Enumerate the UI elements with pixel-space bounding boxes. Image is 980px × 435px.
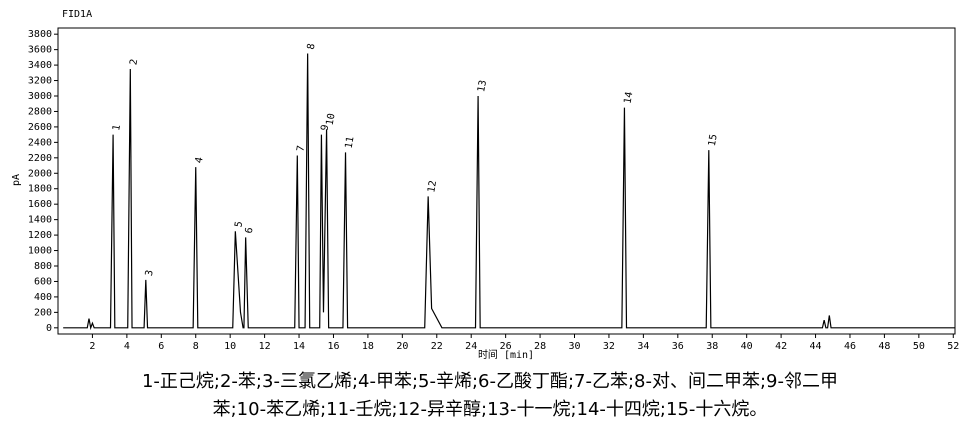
x-tick-label: 12 [259,341,271,352]
y-tick-label: 3600 [28,45,52,56]
y-tick-label: 1800 [28,184,52,195]
x-tick-label: 52 [947,341,959,352]
x-tick-label: 36 [672,341,684,352]
y-axis-label: pA [11,174,22,186]
y-tick-label: 800 [34,261,52,272]
caption-line: 1-正己烷;2-苯;3-三氯乙烯;4-甲苯;5-辛烯;6-乙酸丁酯;7-乙苯;8… [142,371,838,392]
x-tick-label: 38 [706,341,718,352]
x-tick-label: 10 [224,341,236,352]
y-tick-label: 3800 [28,29,52,40]
x-tick-label: 6 [158,341,164,352]
y-tick-label: 200 [34,307,52,318]
peak-label: 15 [707,133,720,147]
x-tick-label: 34 [637,341,649,352]
x-tick-label: 2 [89,341,95,352]
y-tick-label: 0 [46,323,52,334]
x-axis-label: 时间 [min] [478,348,534,361]
peak-label: 3 [144,269,156,277]
y-tick-label: 3200 [28,76,52,87]
y-tick-label: 1000 [28,246,52,257]
peak-label: 4 [194,156,206,164]
plot-frame [57,27,956,335]
x-tick-label: 18 [362,341,374,352]
peak-label: 9 [319,124,331,132]
y-tick-label: 1200 [28,230,52,241]
y-tick-label: 2800 [28,106,52,117]
y-tick-label: 2000 [28,168,52,179]
x-tick-label: 4 [124,341,130,352]
x-tick-label: 14 [293,341,305,352]
peak-label: 10 [325,112,338,126]
x-tick-label: 44 [810,341,822,352]
peak-label: 7 [295,145,307,153]
x-tick-label: 20 [396,341,408,352]
y-tick-label: 400 [34,292,52,303]
peak-label: 8 [306,43,318,51]
y-tick-label: 2600 [28,122,52,133]
chromatogram-trace [63,53,955,331]
y-tick-label: 2400 [28,137,52,148]
x-tick-label: 30 [568,341,580,352]
peak-label: 13 [476,79,489,93]
y-tick-label: 1600 [28,199,52,210]
x-tick-label: 16 [327,341,339,352]
caption-line: 苯;10-苯乙烯;11-壬烷;12-异辛醇;13-十一烷;14-十四烷;15-十… [213,399,768,420]
peak-label: 2 [128,58,140,66]
x-tick-label: 28 [534,341,546,352]
y-tick-label: 1400 [28,215,52,226]
peak-label: 14 [623,91,636,105]
x-tick-label: 32 [603,341,615,352]
y-tick-label: 600 [34,276,52,287]
x-tick-label: 40 [741,341,753,352]
x-tick-label: 42 [775,341,787,352]
y-tick-label: 3400 [28,60,52,71]
x-tick-label: 48 [878,341,890,352]
peak-label: 12 [426,180,439,194]
x-tick-label: 22 [431,341,443,352]
x-tick-label: 46 [844,341,856,352]
x-tick-label: 50 [913,341,925,352]
x-tick-label: 24 [465,341,477,352]
y-tick-label: 3000 [28,91,52,102]
peak-label: 6 [244,227,256,235]
peak-label: 11 [344,136,357,150]
chart-title: FID1A [62,9,92,20]
x-tick-label: 8 [193,341,199,352]
peak-label: 5 [233,220,245,228]
peak-label: 1 [111,124,123,132]
x-tick-label: 26 [500,341,512,352]
y-tick-label: 2200 [28,153,52,164]
